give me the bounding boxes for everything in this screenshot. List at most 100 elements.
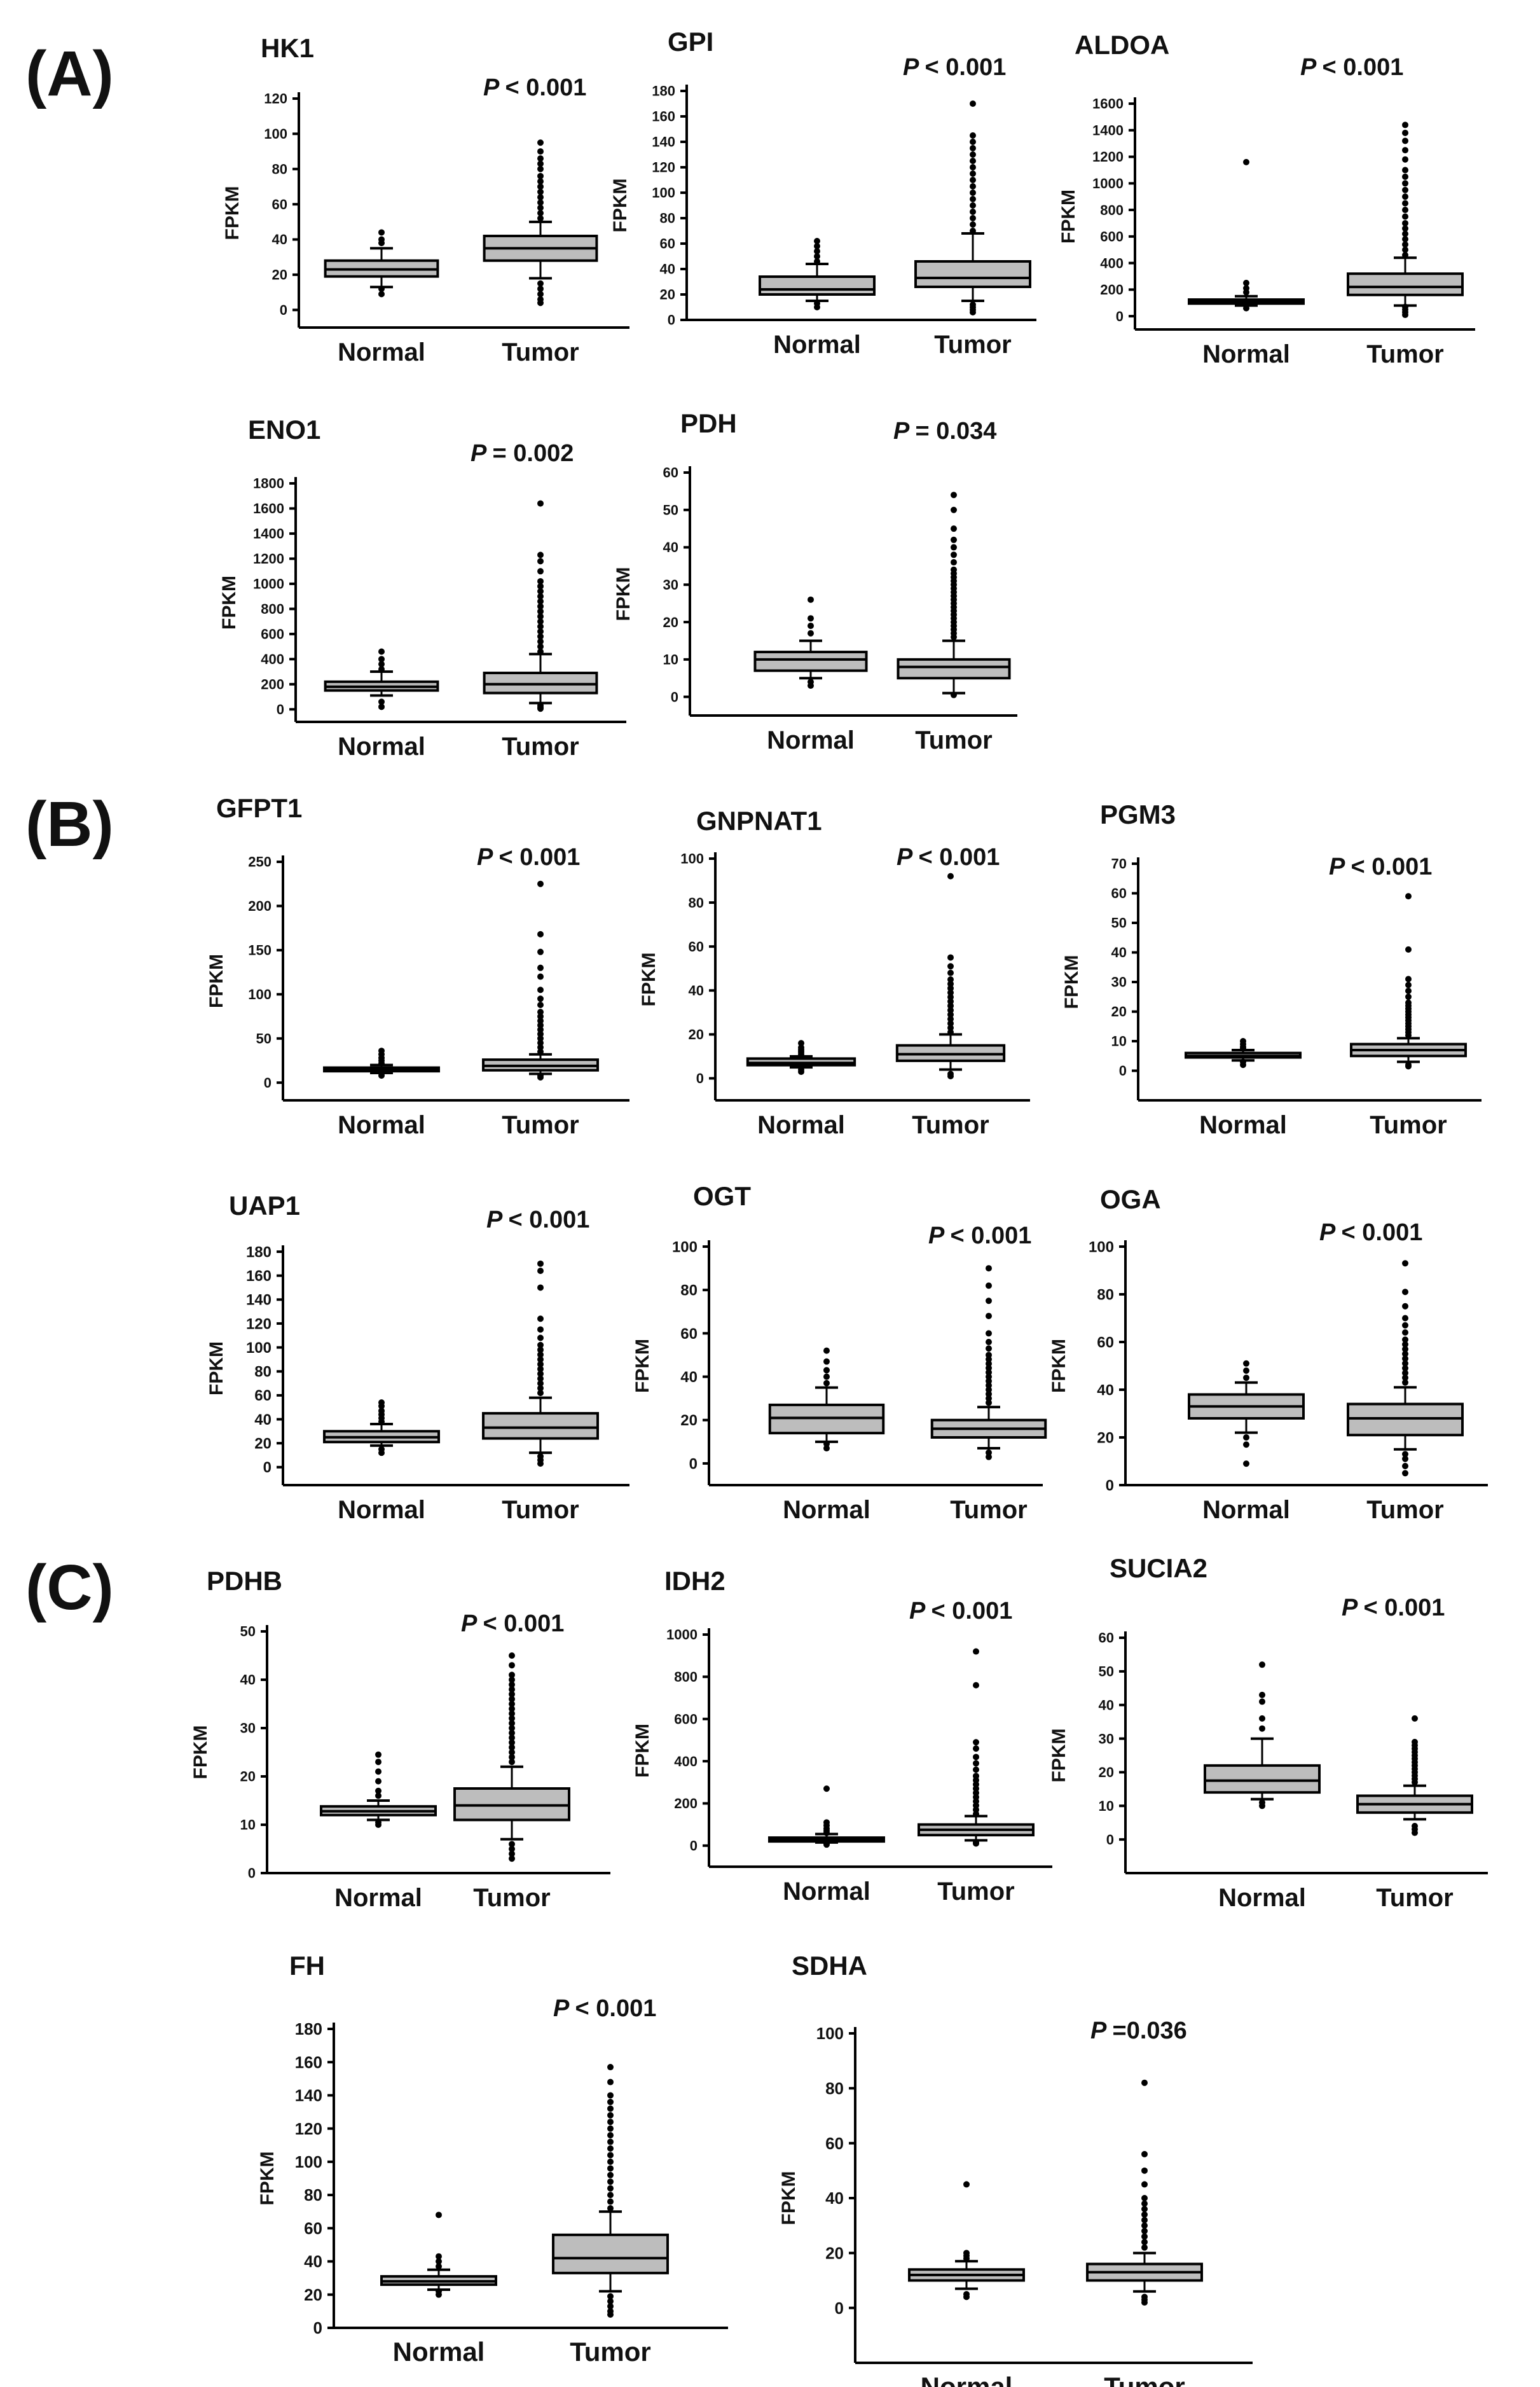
y-tick-label: 20: [1111, 1004, 1127, 1020]
outlier-point: [1141, 2227, 1148, 2234]
p-value-symbol: P: [1319, 1219, 1342, 1246]
outlier-point: [607, 2178, 614, 2185]
outlier-point: [509, 1754, 515, 1761]
box-tumor: [483, 139, 598, 307]
outlier-point: [947, 980, 954, 987]
outlier-point: [537, 603, 544, 610]
outlier-point: [1402, 121, 1408, 128]
x-category-label: Tumor: [570, 2337, 651, 2367]
outlier-point: [537, 1453, 544, 1460]
outlier-point: [1141, 2222, 1148, 2229]
outlier-point: [375, 1792, 382, 1799]
outlier-point: [970, 164, 976, 170]
p-value-symbol: P: [928, 1222, 951, 1249]
outlier-point: [537, 199, 544, 206]
y-axis-label: FPKM: [632, 1724, 653, 1778]
y-tick-label: 400: [674, 1754, 698, 1769]
outlier-point: [1141, 2195, 1148, 2201]
outlier-point: [970, 196, 976, 202]
boxplot-hk1: HK1 P < 0.001 0 20 40 60 80 100 120 FPKM Normal Tum…: [222, 33, 629, 366]
p-value-label: P < 0.001: [461, 1610, 564, 1637]
outlier-point: [1402, 1260, 1408, 1267]
outlier-point: [537, 638, 544, 645]
p-value-label: P < 0.001: [909, 1598, 1012, 1624]
outlier-point: [1141, 2181, 1148, 2188]
outlier-point: [973, 1839, 979, 1846]
y-axis-label: FPKM: [1048, 1729, 1069, 1783]
box-tumor: [930, 1265, 1047, 1460]
y-axis-label: FPKM: [1061, 955, 1082, 1009]
box-normal: [324, 648, 439, 710]
outlier-point: [1402, 1365, 1408, 1372]
outlier-point: [537, 578, 544, 585]
box-normal: [768, 1347, 885, 1452]
box-normal: [320, 1751, 437, 1828]
outlier-point: [378, 1399, 385, 1406]
box-tumor: [1086, 2079, 1203, 2306]
outlier-point: [537, 1268, 544, 1275]
y-tick-label: 30: [240, 1720, 256, 1736]
outlier-point: [607, 2298, 614, 2305]
y-tick-label: 20: [689, 1027, 704, 1042]
outlier-point: [798, 1044, 804, 1051]
x-category-label: Normal: [1218, 1884, 1306, 1912]
outlier-point: [378, 1446, 385, 1453]
outlier-point: [1243, 285, 1249, 292]
outlier-point: [537, 1375, 544, 1382]
outlier-point: [947, 989, 954, 996]
p-value-text: = 0.002: [493, 440, 574, 467]
outlier-point: [607, 2198, 614, 2205]
outlier-point: [1141, 2211, 1148, 2218]
outlier-point: [951, 536, 957, 543]
outlier-point: [1402, 180, 1408, 187]
chart-title: ALDOA: [1075, 30, 1169, 60]
y-tick-label: 50: [663, 502, 678, 518]
outlier-point: [1243, 1441, 1249, 1448]
outlier-point: [537, 178, 544, 185]
outlier-point: [1141, 2079, 1148, 2086]
box-normal: [753, 596, 868, 689]
p-value-label: P < 0.001: [477, 844, 580, 871]
outlier-point: [607, 2105, 614, 2112]
p-value-label: P < 0.001: [553, 1995, 656, 2022]
outlier-point: [814, 258, 820, 265]
p-value-text: < 0.001: [1364, 1595, 1445, 1621]
x-category-label: Tumor: [473, 1884, 550, 1912]
outlier-point: [509, 1681, 515, 1688]
p-value-text: < 0.001: [1342, 1219, 1423, 1246]
y-tick-label: 400: [261, 651, 284, 667]
p-value-text: < 0.001: [932, 1598, 1013, 1624]
chart-title: SUCIA2: [1110, 1553, 1207, 1583]
y-tick-label: 60: [825, 2134, 844, 2153]
x-category-label: Tumor: [502, 338, 579, 366]
outlier-point: [947, 1020, 954, 1027]
outlier-point: [970, 190, 976, 196]
x-category-label: Normal: [338, 1111, 425, 1139]
outlier-point: [375, 1768, 382, 1775]
box-normal: [1185, 1038, 1302, 1069]
outlier-point: [1402, 1303, 1408, 1310]
panel-label-a: (A): [25, 38, 114, 109]
outlier-point: [1243, 1460, 1249, 1467]
y-tick-label: 0: [1119, 1063, 1127, 1079]
outlier-point: [509, 1701, 515, 1707]
outlier-point: [509, 1710, 515, 1717]
x-category-label: Tumor: [1370, 1111, 1447, 1139]
x-category-label: Normal: [338, 338, 425, 366]
y-tick-label: 0: [835, 2299, 844, 2318]
outlier-point: [378, 236, 385, 243]
outlier-point: [537, 1039, 544, 1046]
outlier-point: [375, 1751, 382, 1758]
outlier-point: [537, 1013, 544, 1020]
outlier-point: [537, 1346, 544, 1353]
y-tick-label: 180: [295, 2019, 322, 2038]
outlier-point: [537, 165, 544, 172]
outlier-point: [970, 170, 976, 177]
outlier-point: [1402, 200, 1408, 207]
outlier-point: [1141, 2217, 1148, 2224]
outlier-point: [436, 2253, 442, 2260]
y-tick-label: 60: [663, 465, 678, 481]
x-category-label: Tumor: [1366, 340, 1443, 368]
outlier-point: [1402, 252, 1408, 259]
outlier-point: [1402, 173, 1408, 180]
